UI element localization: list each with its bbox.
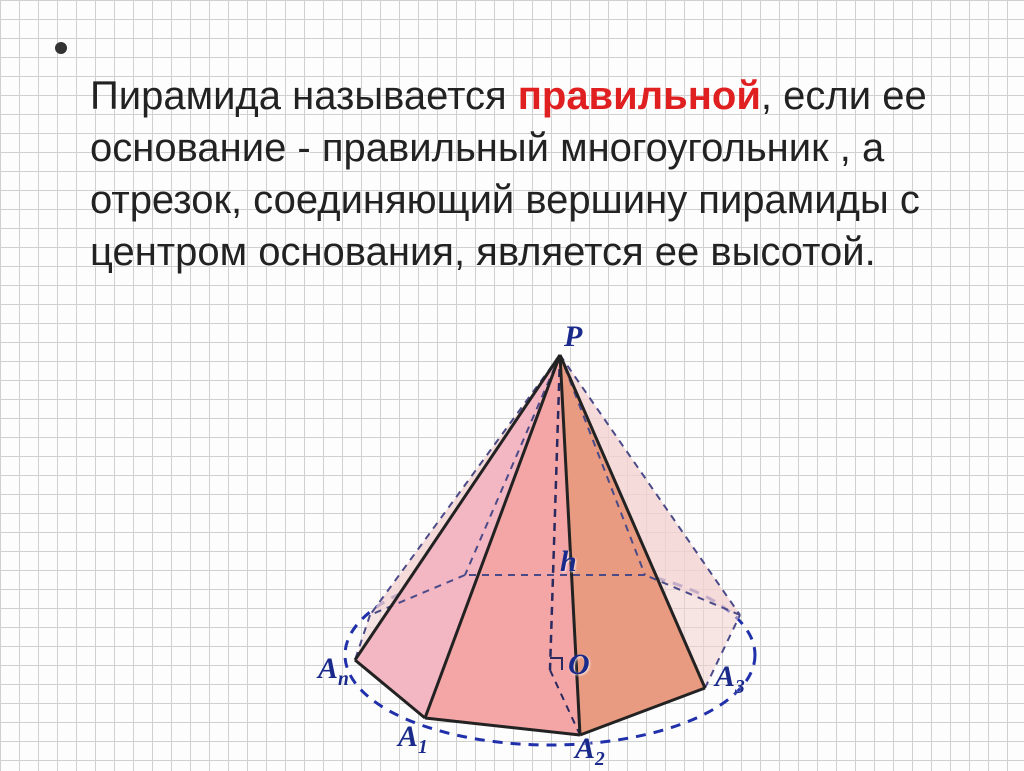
text-highlight: правильной [518,74,761,118]
text-part1: Пирамида называется [90,74,518,118]
slide-content: Пирамида называется правильной, если ее … [0,0,1024,338]
label-An: An [318,652,349,691]
label-A3: A3 [715,660,745,699]
label-A1: A1 [398,720,428,759]
label-O: O [568,648,590,682]
definition-text: Пирамида называется правильной, если ее … [90,70,974,278]
pyramid-diagram: P h O An A1 A2 A3 [300,340,820,760]
label-P: P [564,320,582,354]
bullet-dot [55,42,67,54]
label-h: h [560,545,577,579]
label-A2: A2 [575,732,605,771]
